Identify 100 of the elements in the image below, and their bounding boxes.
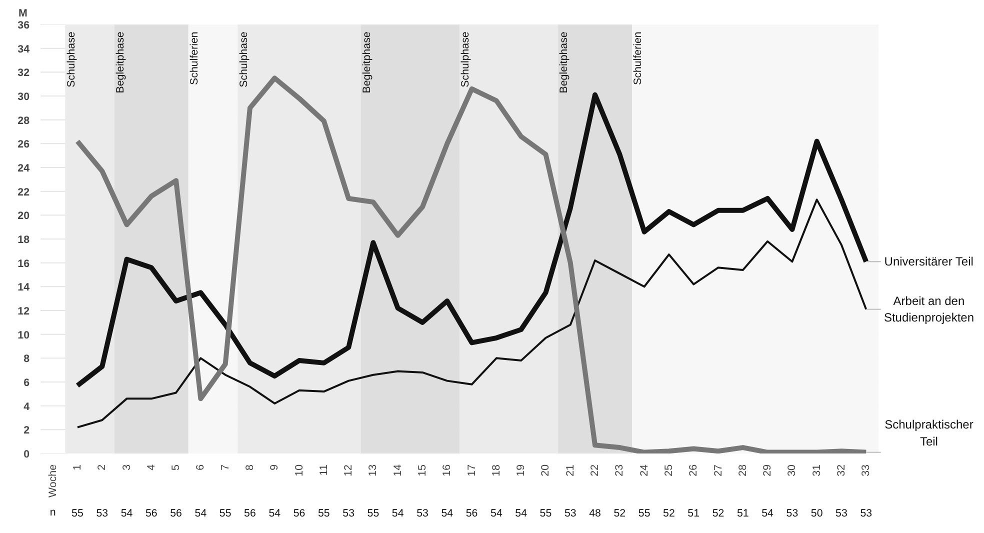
text: 56 (293, 508, 306, 520)
band-label: Begleitphase (361, 32, 374, 94)
x-tick-label: 13 (367, 464, 380, 476)
x-tick-label: 25 (662, 464, 675, 476)
y-tick-label: 26 (18, 138, 30, 151)
text: 53 (836, 508, 848, 520)
y-tick-label: 30 (18, 91, 30, 103)
y-tick-label: 32 (18, 67, 30, 80)
x-tick-label: 27 (712, 464, 724, 476)
x-tick-label: 1 (71, 464, 84, 470)
x-tick-label: 28 (736, 464, 749, 476)
x-tick-label: 29 (762, 464, 774, 476)
text: 53 (564, 508, 576, 520)
x-tick-label: 19 (515, 464, 528, 476)
x-tick-label: 3 (120, 464, 133, 470)
x-tick-label: 20 (540, 464, 552, 476)
text: 54 (762, 508, 774, 520)
x-tick-label: 32 (835, 464, 848, 476)
band-label: Schulferien (188, 32, 201, 85)
y-tick-label: 0 (24, 448, 30, 460)
y-tick-label: 22 (18, 186, 30, 198)
text: Woche (46, 464, 59, 498)
x-tick-label: 5 (170, 464, 182, 470)
y-tick-label: 14 (18, 282, 30, 294)
text: 53 (786, 508, 798, 520)
y-tick-label: 24 (18, 162, 30, 174)
y-tick-label: 34 (18, 43, 30, 56)
x-tick-label: 7 (219, 464, 232, 470)
x-tick-label: 12 (342, 464, 355, 476)
text: 50 (810, 508, 823, 520)
x-tick-label: 26 (688, 464, 700, 476)
text: 56 (170, 508, 182, 520)
text: 55 (540, 508, 552, 520)
x-tick-label: 24 (638, 464, 650, 476)
text: 51 (688, 508, 700, 520)
y-tick-label: 12 (18, 306, 30, 318)
text: 53 (96, 508, 108, 520)
y-tick-label: 36 (18, 20, 30, 32)
x-tick-label: 2 (96, 464, 108, 470)
y-tick-label: 6 (24, 377, 30, 389)
x-tick-label: 22 (589, 464, 602, 476)
band-label: Schulphase (238, 32, 250, 88)
y-tick-label: 4 (24, 400, 30, 413)
text: 54 (515, 508, 528, 520)
x-tick-label: 33 (860, 464, 872, 476)
series-label: Arbeit an den Studienprojekten (884, 294, 974, 325)
text: 54 (194, 508, 207, 520)
y-tick-label: 10 (18, 329, 30, 342)
y-tick-label: 20 (18, 210, 30, 222)
x-tick-label: 11 (318, 464, 330, 476)
series-label: Schulpraktischer Teil (884, 418, 974, 448)
text: 55 (72, 508, 84, 520)
text: 54 (441, 508, 454, 520)
text: 54 (120, 508, 133, 520)
x-tick-label: 17 (466, 464, 478, 476)
x-tick-label: 18 (490, 464, 502, 476)
text: 53 (416, 508, 429, 520)
text: 53 (342, 508, 355, 520)
y-tick-label: 18 (18, 234, 30, 246)
line-series (76, 198, 868, 428)
text: 53 (860, 508, 872, 520)
band-label: Schulferien (632, 32, 644, 85)
x-tick-label: 10 (293, 464, 306, 476)
x-tick-label: 8 (244, 464, 256, 470)
text: 56 (145, 508, 158, 520)
x-tick-label: 14 (392, 464, 404, 476)
y-tick-label: 2 (24, 424, 30, 437)
text: 55 (367, 508, 380, 520)
text: 52 (712, 508, 724, 520)
y-tick-label: 8 (24, 353, 30, 366)
text: 54 (268, 508, 281, 520)
band-label: Begleitphase (114, 32, 127, 94)
y-axis-title: M (18, 8, 28, 20)
text: 55 (318, 508, 330, 520)
text: 56 (244, 508, 256, 520)
x-tick-label: 6 (194, 464, 207, 470)
text: 54 (392, 508, 404, 520)
band-label: Schulphase (460, 32, 472, 88)
x-tick-label: 30 (786, 464, 798, 476)
x-tick-label: 21 (564, 464, 576, 476)
x-tick-label: 4 (145, 464, 158, 470)
text: 52 (663, 508, 675, 520)
y-tick-label: 16 (18, 258, 30, 270)
text: 54 (490, 508, 502, 520)
text: 56 (466, 508, 478, 520)
x-tick-label: 23 (614, 464, 626, 476)
band-label: Schulphase (65, 32, 78, 88)
x-tick-label: 15 (416, 464, 429, 476)
text: n (50, 506, 56, 518)
band-label: Begleitphase (558, 32, 570, 94)
text: 55 (219, 508, 232, 520)
text: 55 (638, 508, 650, 520)
x-tick-label: 16 (441, 464, 454, 476)
text: 48 (589, 508, 602, 520)
series-label: Universitärer Teil (884, 254, 974, 269)
x-tick-label: 31 (810, 464, 823, 476)
x-tick-label: 9 (268, 464, 281, 470)
text: 51 (736, 508, 749, 520)
y-tick-label: 28 (18, 114, 30, 127)
text: 52 (614, 508, 626, 520)
